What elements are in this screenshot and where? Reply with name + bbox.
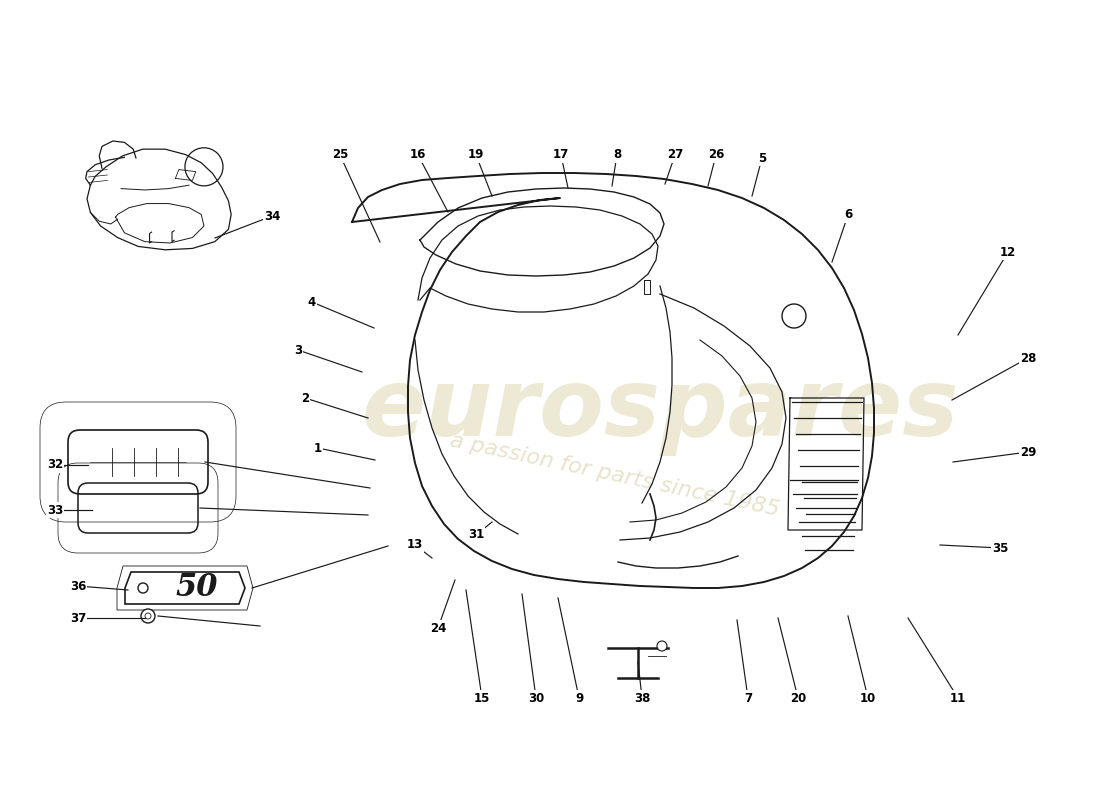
Text: 8: 8: [613, 149, 621, 162]
Text: 50: 50: [176, 573, 218, 603]
Text: 25: 25: [332, 149, 349, 162]
Text: a passion for parts since 1985: a passion for parts since 1985: [449, 430, 782, 520]
Text: 6: 6: [844, 209, 852, 222]
Text: 11: 11: [950, 691, 966, 705]
Text: 4: 4: [308, 295, 316, 309]
Text: 2: 2: [301, 391, 309, 405]
Text: 30: 30: [528, 691, 544, 705]
Text: 28: 28: [1020, 351, 1036, 365]
Text: 10: 10: [860, 691, 876, 705]
Text: 26: 26: [707, 149, 724, 162]
Text: 1: 1: [314, 442, 322, 454]
Text: 12: 12: [1000, 246, 1016, 258]
Text: 9: 9: [575, 691, 583, 705]
Text: 3: 3: [294, 343, 302, 357]
Text: 24: 24: [430, 622, 447, 634]
Text: 13: 13: [407, 538, 424, 551]
Text: 31: 31: [468, 529, 484, 542]
Circle shape: [657, 641, 667, 651]
Text: 17: 17: [553, 149, 569, 162]
Text: 15: 15: [474, 691, 491, 705]
Text: 19: 19: [468, 149, 484, 162]
Text: 32: 32: [47, 458, 63, 471]
Text: 36: 36: [69, 579, 86, 593]
Text: 29: 29: [1020, 446, 1036, 458]
Text: 35: 35: [992, 542, 1009, 554]
Text: 20: 20: [790, 691, 806, 705]
Text: 34: 34: [264, 210, 280, 222]
Text: 37: 37: [70, 611, 86, 625]
Text: 27: 27: [667, 149, 683, 162]
Text: 7: 7: [744, 691, 752, 705]
Circle shape: [141, 609, 155, 623]
Text: 33: 33: [47, 503, 63, 517]
Circle shape: [138, 583, 148, 593]
Text: 5: 5: [758, 151, 766, 165]
Text: 16: 16: [410, 149, 426, 162]
Text: 38: 38: [634, 691, 650, 705]
Text: eurospares: eurospares: [361, 364, 959, 456]
